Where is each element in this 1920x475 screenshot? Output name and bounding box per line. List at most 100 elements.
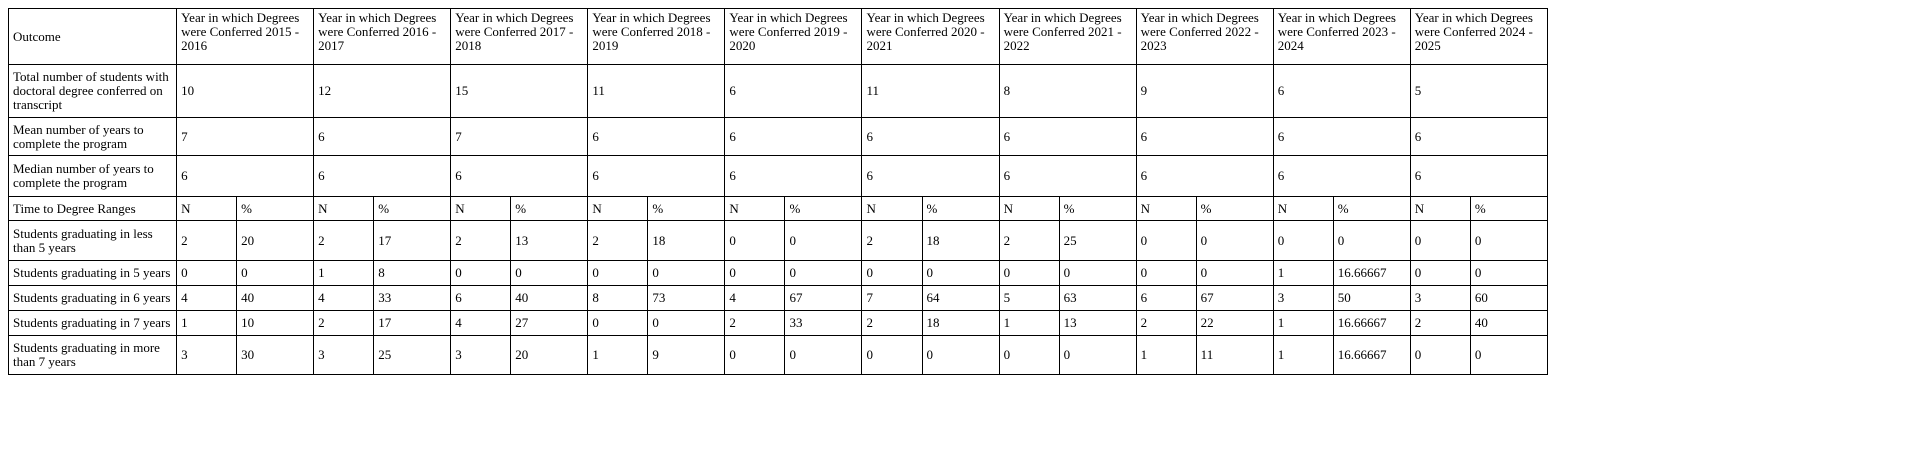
year-header: Year in which Degrees were Conferred 202… xyxy=(1272,8,1411,65)
n-header: N xyxy=(176,196,238,221)
pct-header: % xyxy=(1058,196,1137,221)
pct-cell: 13 xyxy=(510,220,589,261)
n-cell: 2 xyxy=(313,310,375,336)
pct-cell: 0 xyxy=(921,260,1000,286)
pct-cell: 40 xyxy=(510,285,589,311)
pct-header: % xyxy=(1332,196,1411,221)
n-header: N xyxy=(587,196,649,221)
pct-cell: 22 xyxy=(1195,310,1274,336)
range-row: Students graduating in 5 years 0 0 1 8 0 0 0 0 0 0… xyxy=(7,260,1549,286)
value-cell: 6 xyxy=(998,155,1137,197)
n-cell: 4 xyxy=(313,285,375,311)
value-cell: 6 xyxy=(1272,155,1411,197)
value-cell: 6 xyxy=(587,155,726,197)
value-cell: 12 xyxy=(313,64,452,118)
pct-cell: 20 xyxy=(236,220,315,261)
value-cell: 5 xyxy=(1409,64,1549,118)
n-cell: 0 xyxy=(724,260,786,286)
value-cell: 7 xyxy=(176,117,315,156)
pct-cell: 73 xyxy=(647,285,726,311)
n-cell: 0 xyxy=(176,260,238,286)
n-cell: 0 xyxy=(724,335,786,375)
n-cell: 1 xyxy=(1272,310,1334,336)
n-cell: 1 xyxy=(313,260,375,286)
pct-cell: 9 xyxy=(647,335,726,375)
n-cell: 1 xyxy=(1135,335,1197,375)
value-cell: 10 xyxy=(176,64,315,118)
n-cell: 7 xyxy=(861,285,923,311)
value-cell: 6 xyxy=(724,117,863,156)
pct-cell: 16.66667 xyxy=(1332,260,1411,286)
row-label: Students graduating in 7 years xyxy=(7,310,178,336)
n-cell: 4 xyxy=(176,285,238,311)
n-header: N xyxy=(861,196,923,221)
pct-cell: 0 xyxy=(647,310,726,336)
pct-cell: 16.66667 xyxy=(1332,335,1411,375)
n-cell: 4 xyxy=(450,310,512,336)
pct-header: % xyxy=(921,196,1000,221)
value-cell: 6 xyxy=(998,117,1137,156)
pct-cell: 25 xyxy=(373,335,452,375)
n-cell: 0 xyxy=(1409,220,1471,261)
pct-cell: 0 xyxy=(784,220,863,261)
pct-cell: 0 xyxy=(784,260,863,286)
row-label: Students graduating in more than 7 years xyxy=(7,335,178,375)
pct-header: % xyxy=(236,196,315,221)
summary-row: Total number of students with doctoral d… xyxy=(7,64,1549,118)
value-cell: 6 xyxy=(1409,117,1549,156)
n-cell: 3 xyxy=(1409,285,1471,311)
pct-cell: 25 xyxy=(1058,220,1137,261)
n-cell: 0 xyxy=(861,335,923,375)
value-cell: 6 xyxy=(176,155,315,197)
value-cell: 8 xyxy=(998,64,1137,118)
pct-cell: 64 xyxy=(921,285,1000,311)
pct-header: % xyxy=(1469,196,1549,221)
year-header: Year in which Degrees were Conferred 201… xyxy=(176,8,315,65)
n-cell: 3 xyxy=(313,335,375,375)
n-cell: 0 xyxy=(998,260,1060,286)
pct-cell: 0 xyxy=(510,260,589,286)
n-cell: 2 xyxy=(176,220,238,261)
pct-cell: 67 xyxy=(1195,285,1274,311)
n-header: N xyxy=(313,196,375,221)
n-header: N xyxy=(998,196,1060,221)
range-row: Students graduating in less than 5 years… xyxy=(7,220,1549,261)
n-cell: 0 xyxy=(1409,335,1471,375)
n-cell: 1 xyxy=(176,310,238,336)
value-cell: 6 xyxy=(587,117,726,156)
pct-cell: 8 xyxy=(373,260,452,286)
n-cell: 0 xyxy=(724,220,786,261)
value-cell: 6 xyxy=(1135,155,1274,197)
n-cell: 0 xyxy=(1409,260,1471,286)
value-cell: 6 xyxy=(1409,155,1549,197)
summary-row: Mean number of years to complete the pro… xyxy=(7,117,1549,156)
pct-cell: 0 xyxy=(1469,260,1549,286)
n-cell: 6 xyxy=(1135,285,1197,311)
n-cell: 2 xyxy=(861,310,923,336)
row-label: Students graduating in 5 years xyxy=(7,260,178,286)
year-header: Year in which Degrees were Conferred 202… xyxy=(861,8,1000,65)
header-row: Outcome Year in which Degrees were Confer… xyxy=(7,8,1549,65)
n-cell: 2 xyxy=(1135,310,1197,336)
value-cell: 6 xyxy=(1272,64,1411,118)
n-cell: 2 xyxy=(998,220,1060,261)
n-cell: 2 xyxy=(1409,310,1471,336)
pct-cell: 67 xyxy=(784,285,863,311)
range-row: Students graduating in 7 years 1 10 2 17 4 27 0… xyxy=(7,310,1549,336)
n-header: N xyxy=(724,196,786,221)
pct-cell: 18 xyxy=(921,310,1000,336)
pct-cell: 18 xyxy=(647,220,726,261)
value-cell: 6 xyxy=(724,155,863,197)
n-cell: 3 xyxy=(1272,285,1334,311)
pct-cell: 63 xyxy=(1058,285,1137,311)
n-cell: 4 xyxy=(724,285,786,311)
n-cell: 0 xyxy=(1272,220,1334,261)
n-cell: 2 xyxy=(724,310,786,336)
n-cell: 1 xyxy=(998,310,1060,336)
n-cell: 0 xyxy=(1135,220,1197,261)
pct-cell: 0 xyxy=(236,260,315,286)
n-cell: 8 xyxy=(587,285,649,311)
n-header: N xyxy=(1272,196,1334,221)
value-cell: 11 xyxy=(861,64,1000,118)
range-row: Students graduating in more than 7 years… xyxy=(7,335,1549,375)
